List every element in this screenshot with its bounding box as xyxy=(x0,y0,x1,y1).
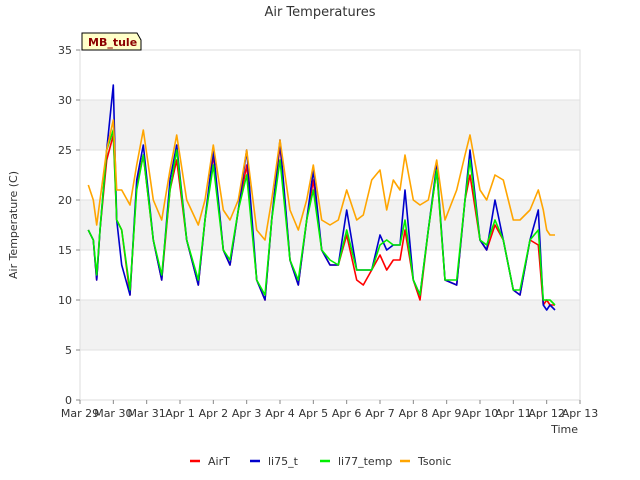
background-band xyxy=(80,50,580,100)
series-line-tsonic xyxy=(87,119,555,241)
x-axis-label: Time xyxy=(550,423,578,436)
x-tick-label: Apr 11 xyxy=(495,407,532,420)
background-band xyxy=(80,250,580,300)
background-band xyxy=(80,150,580,200)
x-tick-label: Apr 1 xyxy=(165,407,195,420)
x-tick-label: Apr 10 xyxy=(462,407,499,420)
x-tick-label: Apr 4 xyxy=(265,407,295,420)
legend: AirT li75_t li77_temp Tsonic xyxy=(190,455,451,468)
data-series xyxy=(87,84,556,311)
y-tick-label: 0 xyxy=(65,394,72,407)
station-tag: MB_tule xyxy=(81,32,142,51)
y-tick-label: 10 xyxy=(58,294,72,307)
x-tick-label: Apr 12 xyxy=(528,407,565,420)
background-band xyxy=(80,350,580,400)
x-tick-label: Apr 3 xyxy=(232,407,262,420)
chart-title: Air Temperatures xyxy=(264,5,375,20)
background-band xyxy=(80,300,580,350)
x-tick-label: Mar 30 xyxy=(94,407,132,420)
x-tick-label: Apr 9 xyxy=(432,407,462,420)
x-tick-label: Apr 2 xyxy=(199,407,229,420)
y-tick-label: 15 xyxy=(58,244,72,257)
legend-label: AirT xyxy=(208,455,230,468)
legend-label: li75_t xyxy=(268,455,299,468)
x-tick-label: Apr 5 xyxy=(299,407,329,420)
y-axis-label: Air Temperature (C) xyxy=(7,171,20,279)
background-band xyxy=(80,100,580,150)
y-tick-label: 30 xyxy=(58,94,72,107)
x-tick-label: Apr 8 xyxy=(399,407,429,420)
y-axis-ticks: 0 5 10 15 20 25 30 35 xyxy=(58,44,80,407)
x-tick-label: Apr 13 xyxy=(562,407,599,420)
x-tick-label: Mar 29 xyxy=(61,407,99,420)
x-tick-label: Apr 6 xyxy=(332,407,362,420)
legend-label: li77_temp xyxy=(338,455,392,468)
station-tag-label: MB_tule xyxy=(88,36,137,49)
legend-label: Tsonic xyxy=(417,455,451,468)
x-tick-label: Mar 31 xyxy=(128,407,166,420)
y-tick-label: 20 xyxy=(58,194,72,207)
y-tick-label: 35 xyxy=(58,44,72,57)
x-tick-label: Apr 7 xyxy=(365,407,395,420)
series-line-li77-temp xyxy=(87,129,556,306)
plot-frame xyxy=(79,49,581,401)
y-tick-label: 25 xyxy=(58,144,72,157)
y-tick-label: 5 xyxy=(65,344,72,357)
